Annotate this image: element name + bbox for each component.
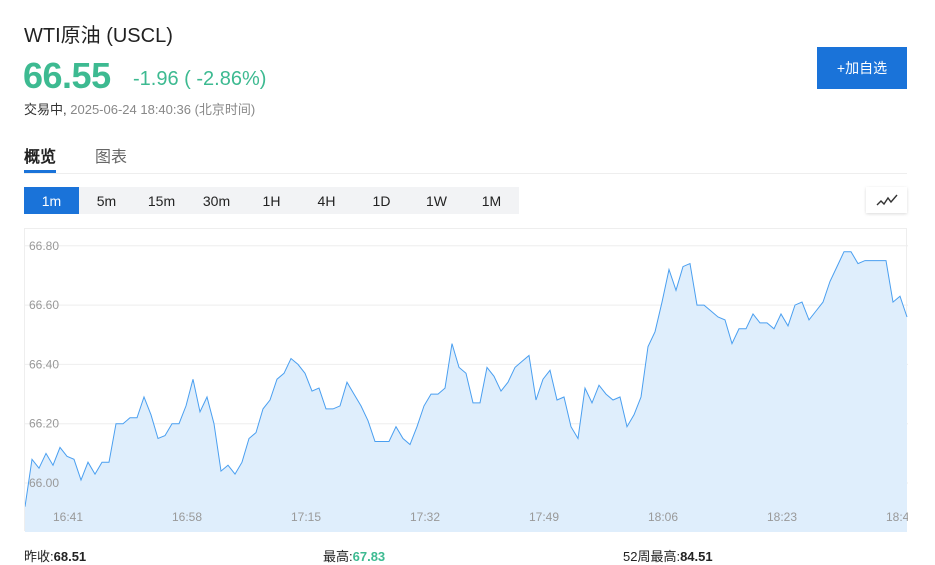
day-high: 最高:67.83 [323,546,385,565]
trading-status: 交易中, 2025-06-24 18:40:36 (北京时间) [24,99,255,118]
y-tick-label: 66.00 [29,476,59,490]
y-tick-label: 66.20 [29,417,59,431]
week52-high-label: 52周最高: [623,549,681,564]
price-chart-svg: 66.80 66.60 66.40 66.20 66.00 16:41 16:58 17:15… [24,239,916,532]
price-chart: 66.80 66.60 66.40 66.20 66.00 16:41 16:58 17:15… [24,228,916,532]
y-tick-label: 66.40 [29,357,59,371]
active-tab-indicator [24,170,56,173]
x-tick-label: 18:40 [886,510,908,524]
period-15m[interactable]: 15m [147,192,176,209]
x-tick-label: 17:49 [529,510,559,524]
period-1d[interactable]: 1D [372,192,391,209]
period-4h[interactable]: 4H [317,192,336,209]
period-1mo[interactable]: 1M [481,192,502,209]
price-area [25,251,907,532]
add-to-watchlist-button[interactable]: +加自选 [817,47,907,89]
instrument-title: WTI原油 (USCL) [24,25,173,47]
y-tick-label: 66.80 [29,239,59,253]
price-change: -1.96 ( -2.86%) [133,68,267,90]
chart-type-button[interactable] [866,187,907,213]
x-tick-label: 18:23 [767,510,797,524]
period-selector: 1m 5m 15m 30m 1H 4H 1D 1W 1M [24,187,519,214]
last-price: 66.55 [23,55,111,96]
period-30m[interactable]: 30m [202,192,231,209]
y-tick-label: 66.60 [29,298,59,312]
period-5m[interactable]: 5m [96,192,117,209]
status-text: 交易中, [24,102,67,117]
prev-close-value: 68.51 [53,549,87,564]
day-high-label: 最高: [323,549,353,564]
prev-close: 昨收:68.51 [24,546,86,565]
week52-high: 52周最高:84.51 [623,546,713,565]
x-tick-label: 16:41 [53,510,83,524]
week52-high-value: 84.51 [680,549,713,564]
prev-close-label: 昨收: [24,549,54,564]
x-tick-label: 16:58 [172,510,202,524]
x-tick-label: 18:06 [648,510,678,524]
tab-overview[interactable]: 概览 [24,149,57,166]
x-tick-label: 17:32 [410,510,440,524]
period-1h[interactable]: 1H [262,192,281,209]
period-1w[interactable]: 1W [426,192,447,209]
line-chart-icon [876,194,898,206]
timestamp: 2025-06-24 18:40:36 (北京时间) [70,102,256,117]
price-line [24,251,908,507]
x-tick-label: 17:15 [291,510,321,524]
tab-chart[interactable]: 图表 [95,149,128,166]
divider [24,173,907,174]
period-1m[interactable]: 1m [24,187,79,214]
day-high-value: 67.83 [352,549,386,564]
